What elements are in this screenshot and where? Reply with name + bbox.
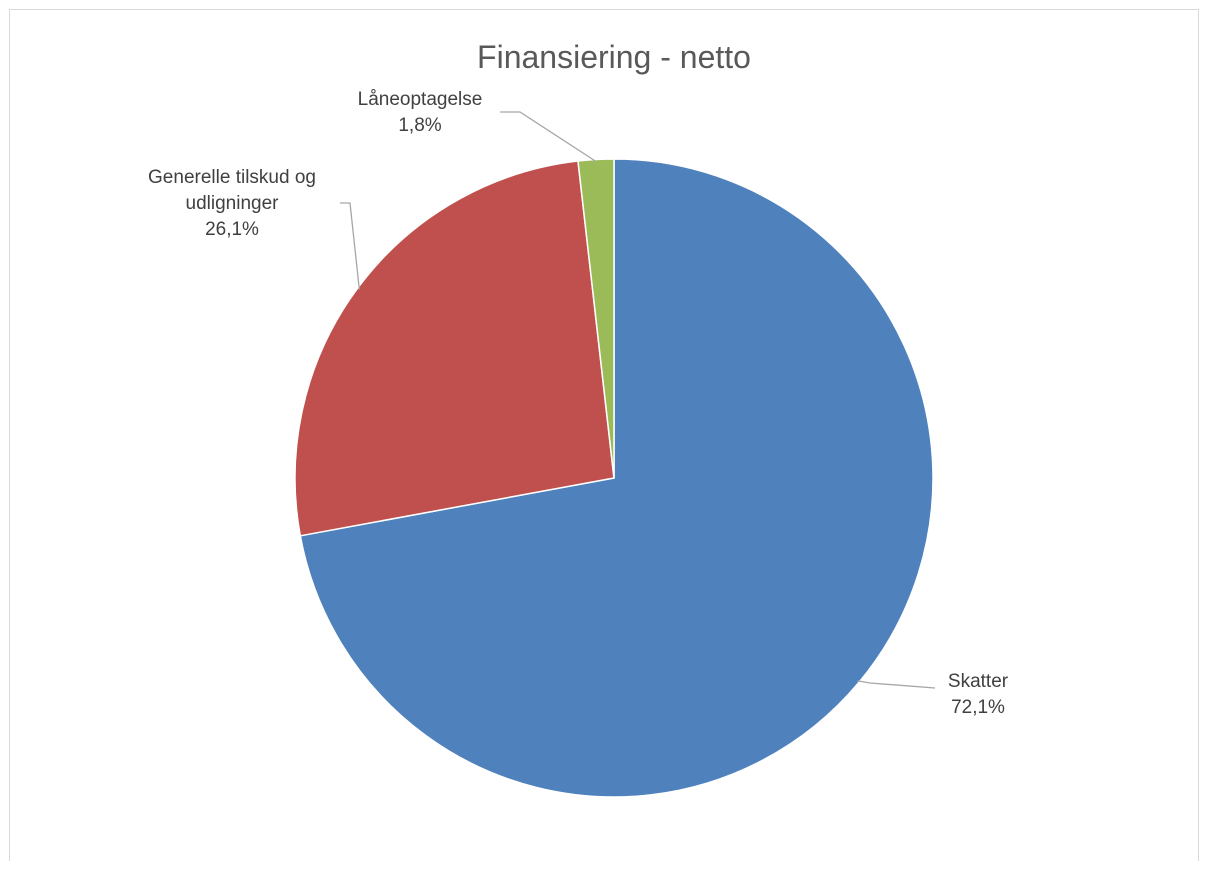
data-label-value-3: 1,8% <box>398 115 441 136</box>
data-label-name-2: udligninger <box>186 193 280 214</box>
chart-title: Finansiering - netto <box>477 39 751 75</box>
pie-slice-3 <box>577 158 615 479</box>
leader-line-2 <box>340 202 360 290</box>
leader-lines <box>340 111 936 689</box>
data-label-name-1: Skatter <box>948 671 1009 692</box>
pie-slices <box>294 158 934 798</box>
data-label-value-2: 26,1% <box>205 219 259 240</box>
leader-line-3 <box>500 111 597 163</box>
data-label-value-1: 72,1% <box>951 697 1005 718</box>
data-labels: Skatter 72,1% Generelle tilskud og udlignin… <box>148 89 1009 718</box>
pie-slice-1 <box>299 158 934 798</box>
data-label-name-2: Generelle tilskud og <box>148 167 316 188</box>
data-label-name-3: Låneoptagelse <box>358 89 483 110</box>
leader-line-1 <box>857 680 936 689</box>
pie-slice-2 <box>294 160 615 537</box>
